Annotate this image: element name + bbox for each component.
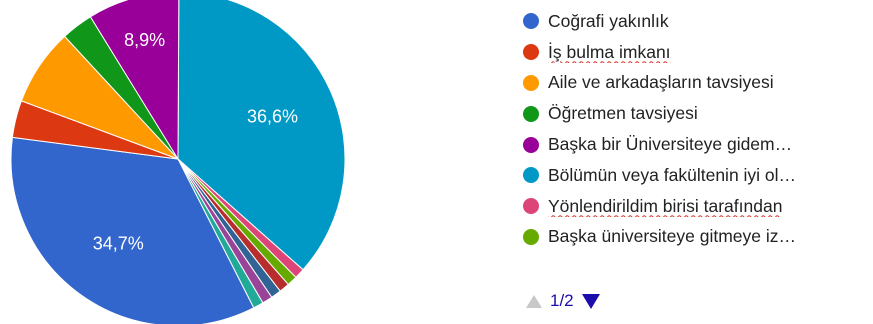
legend-swatch bbox=[523, 228, 539, 245]
legend-item[interactable]: Bölümün veya fakültenin iyi ol… bbox=[523, 160, 868, 191]
legend-item[interactable]: Başka üniversiteye gitmeye iz… bbox=[523, 222, 868, 253]
legend-item[interactable]: Yönlendirildim birisi tarafından bbox=[523, 191, 868, 222]
pie-slice[interactable] bbox=[89, 0, 180, 161]
legend-label: Yönlendirildim birisi tarafından bbox=[548, 195, 783, 216]
legend-item[interactable]: Aile ve arkadaşların tavsiyesi bbox=[523, 68, 868, 99]
legend-swatch bbox=[523, 105, 539, 122]
triangle-up-icon bbox=[526, 294, 542, 308]
legend-label: Bölümün veya fakültenin iyi ol… bbox=[548, 164, 797, 185]
legend-swatch bbox=[523, 74, 539, 91]
pie-chart: 36,6% 34,7% 8,9% bbox=[10, 0, 346, 324]
legend-label: Aile ve arkadaşların tavsiyesi bbox=[548, 72, 774, 93]
legend-swatch bbox=[523, 13, 539, 30]
slice-label: 34,7% bbox=[93, 234, 144, 254]
triangle-down-icon[interactable] bbox=[581, 293, 600, 309]
legend-item[interactable]: Öğretmen tavsiyesi bbox=[523, 98, 868, 129]
pie-slice[interactable] bbox=[177, 0, 346, 271]
page-indicator: 1/2 bbox=[550, 291, 574, 310]
legend-label: İş bulma imkanı bbox=[548, 41, 671, 62]
pie-slice[interactable] bbox=[10, 136, 255, 324]
legend-item[interactable]: İş bulma imkanı bbox=[523, 37, 868, 68]
legend: Coğrafi yakınlık İş bulma imkanı Aile ve… bbox=[523, 6, 868, 252]
legend-item[interactable]: Başka bir Üniversiteye gidem… bbox=[523, 129, 868, 160]
legend-swatch bbox=[523, 136, 539, 153]
legend-item[interactable]: Coğrafi yakınlık bbox=[523, 6, 868, 37]
legend-label: Başka üniversiteye gitmeye iz… bbox=[548, 226, 797, 247]
legend-swatch bbox=[523, 167, 539, 184]
legend-label: Başka bir Üniversiteye gidem… bbox=[548, 134, 793, 155]
legend-swatch bbox=[523, 198, 539, 215]
legend-pager: 1/2 bbox=[526, 291, 600, 311]
legend-label: Öğretmen tavsiyesi bbox=[548, 103, 698, 124]
legend-swatch bbox=[523, 44, 539, 61]
slice-label: 36,6% bbox=[247, 107, 298, 127]
slice-label: 8,9% bbox=[124, 30, 165, 50]
legend-label: Coğrafi yakınlık bbox=[548, 10, 669, 31]
